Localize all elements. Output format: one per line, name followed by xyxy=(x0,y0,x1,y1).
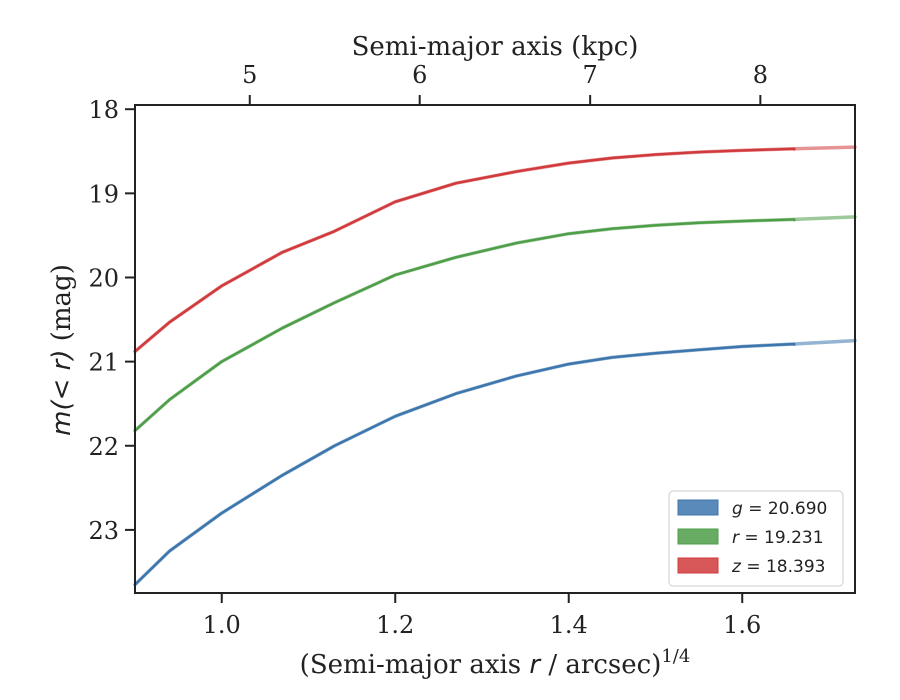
x-axis-label-var: r xyxy=(529,650,542,680)
top-axis: 5 6 7 8 xyxy=(242,61,768,105)
top-axis-label: Semi-major axis (kpc) xyxy=(352,32,639,62)
x-tick-label: 1.0 xyxy=(203,611,241,639)
x-tick-label: 1.6 xyxy=(723,611,761,639)
legend-label-var: z xyxy=(731,557,742,577)
legend-swatch-r xyxy=(677,528,719,545)
top-tick-label: 7 xyxy=(583,61,598,89)
series-line-z xyxy=(133,147,796,353)
y-axis-label-tail: (mag) xyxy=(47,264,77,349)
legend-swatch-z xyxy=(677,557,719,574)
y-tick-label: 18 xyxy=(88,96,119,124)
y-axis-label: m(< r) (mag) xyxy=(47,264,77,436)
legend-label-g: g = 20.690 xyxy=(732,499,827,519)
legend-label-z: z = 18.393 xyxy=(731,557,825,577)
left-axis: 18 19 20 21 22 23 xyxy=(88,96,135,545)
bottom-axis: 1.0 1.2 1.4 1.6 xyxy=(203,593,761,639)
legend-label-var: r xyxy=(732,528,740,548)
series-line-g xyxy=(133,342,796,586)
y-axis-label-var: (< r) xyxy=(47,350,77,411)
y-tick-label: 20 xyxy=(88,264,119,292)
legend-label-value: = 18.393 xyxy=(741,557,826,577)
legend-swatch-g xyxy=(677,499,719,516)
y-tick-label: 22 xyxy=(88,433,119,461)
plot-frame xyxy=(134,104,856,594)
series-line-r xyxy=(133,218,796,432)
y-tick-label: 19 xyxy=(88,180,119,208)
y-tick-label: 21 xyxy=(88,349,119,377)
legend-label-r: r = 19.231 xyxy=(732,528,824,548)
legend-label-value: = 20.690 xyxy=(743,499,828,519)
legend-label-value: = 19.231 xyxy=(739,528,824,548)
x-tick-label: 1.2 xyxy=(376,611,414,639)
top-tick-label: 5 xyxy=(242,61,257,89)
x-axis-label: (Semi-major axis r / arcsec)1/4 xyxy=(300,646,691,680)
legend-label-var: g xyxy=(732,499,743,519)
y-tick-label: 23 xyxy=(88,517,119,545)
curves-group xyxy=(133,145,857,587)
top-tick-label: 8 xyxy=(753,61,768,89)
y-axis-label-main: m xyxy=(47,411,77,436)
x-axis-label-sup: 1/4 xyxy=(661,646,690,667)
x-axis-label-tail: / arcsec) xyxy=(540,650,661,680)
top-tick-label: 6 xyxy=(412,61,427,89)
x-tick-label: 1.4 xyxy=(550,611,588,639)
x-axis-label-main: (Semi-major axis xyxy=(300,650,530,680)
